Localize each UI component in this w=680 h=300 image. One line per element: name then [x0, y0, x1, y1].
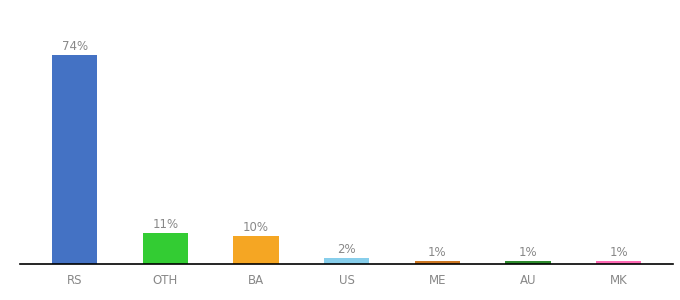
- Text: 2%: 2%: [337, 243, 356, 256]
- Text: 10%: 10%: [243, 220, 269, 233]
- Text: 1%: 1%: [519, 246, 537, 259]
- Bar: [143, 233, 188, 264]
- Bar: [233, 236, 279, 264]
- Text: 74%: 74%: [62, 40, 88, 53]
- Bar: [52, 55, 97, 264]
- Text: 11%: 11%: [152, 218, 179, 231]
- Text: 1%: 1%: [609, 246, 628, 259]
- Bar: [324, 258, 369, 264]
- Text: 1%: 1%: [428, 246, 447, 259]
- Bar: [415, 261, 460, 264]
- Bar: [596, 261, 641, 264]
- Bar: [505, 261, 551, 264]
